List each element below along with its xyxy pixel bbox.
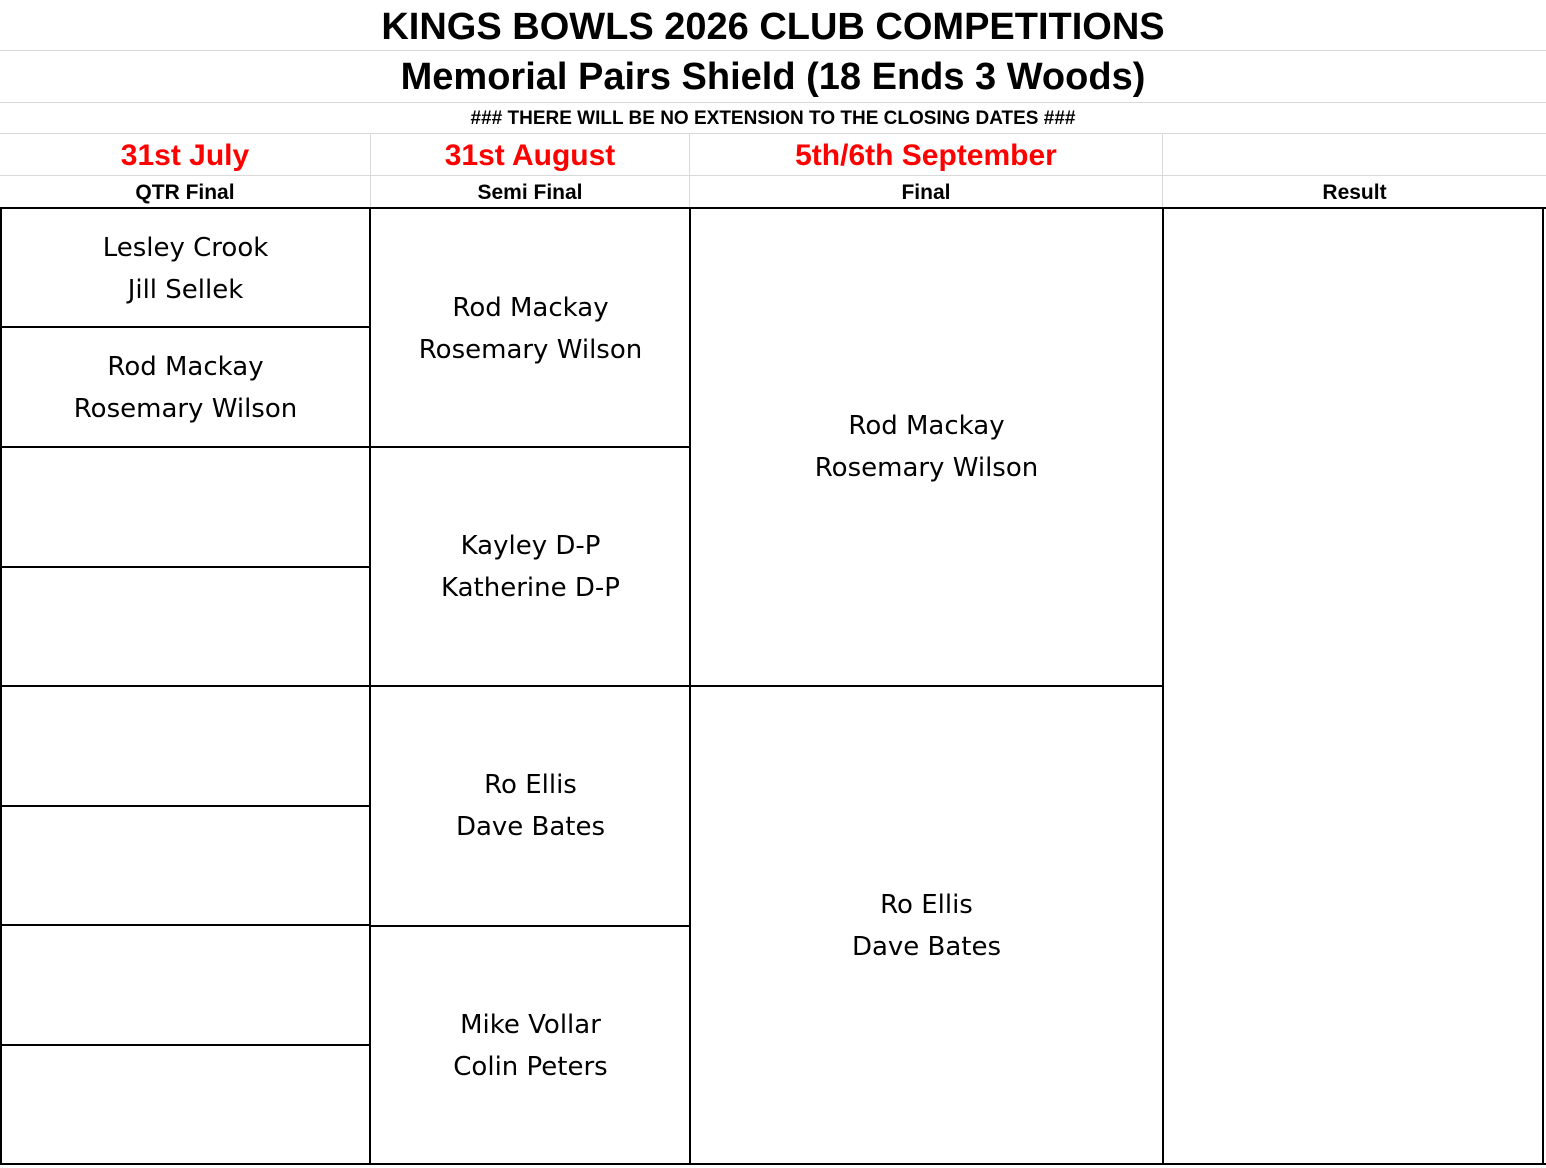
- qtr-final-date: 31st July: [0, 134, 371, 176]
- player-name: Katherine D-P: [441, 573, 620, 603]
- player-name: Colin Peters: [453, 1052, 608, 1082]
- grid-line: [0, 207, 1546, 209]
- final-header: Final: [690, 176, 1163, 208]
- player-name: Dave Bates: [851, 932, 1002, 962]
- grid-line: [689, 685, 1164, 687]
- player-name: Kayley D-P: [460, 531, 601, 561]
- player-name: Rosemary Wilson: [418, 335, 643, 365]
- competition-subtitle: Memorial Pairs Shield (18 Ends 3 Woods): [0, 51, 1546, 103]
- semi-final-slot-2[interactable]: Kayley D-P Katherine D-P: [371, 448, 690, 685]
- player-name: Ro Ellis: [880, 890, 973, 920]
- qtr-final-slot-8[interactable]: [0, 1046, 371, 1164]
- semi-final-slot-4[interactable]: Mike Vollar Colin Peters: [371, 927, 690, 1164]
- qtr-final-header: QTR Final: [0, 176, 371, 208]
- semi-final-date: 31st August: [371, 134, 690, 176]
- qtr-final-slot-1[interactable]: Lesley Crook Jill Sellek: [0, 209, 371, 327]
- player-name: Rosemary Wilson: [814, 453, 1039, 483]
- player-name: Ro Ellis: [484, 770, 577, 800]
- grid-line: [0, 566, 371, 568]
- semi-final-slot-3[interactable]: Ro Ellis Dave Bates: [371, 687, 690, 924]
- player-name: Mike Vollar: [460, 1010, 601, 1040]
- result-date: [1163, 134, 1546, 176]
- player-name: Rod Mackay: [107, 352, 264, 382]
- player-name: Rosemary Wilson: [73, 394, 298, 424]
- result-slot[interactable]: [1163, 209, 1546, 1164]
- player-name: Jill Sellek: [127, 275, 244, 305]
- semi-final-slot-1[interactable]: Rod Mackay Rosemary Wilson: [371, 209, 690, 446]
- qtr-final-slot-7[interactable]: [0, 926, 371, 1044]
- grid-line: [369, 685, 690, 687]
- player-name: Rod Mackay: [452, 293, 609, 323]
- grid-line: [0, 924, 371, 926]
- semi-final-header: Semi Final: [371, 176, 690, 208]
- grid-line: [1542, 207, 1544, 1165]
- player-name: Dave Bates: [455, 812, 606, 842]
- player-name: Rod Mackay: [848, 411, 1005, 441]
- grid-line: [0, 1163, 1546, 1165]
- qtr-final-slot-3[interactable]: [0, 447, 371, 565]
- qtr-final-slot-5[interactable]: [0, 687, 371, 805]
- grid-line: [369, 925, 690, 927]
- qtr-final-slot-6[interactable]: [0, 806, 371, 924]
- qtr-final-slot-4[interactable]: [0, 567, 371, 685]
- result-header: Result: [1322, 181, 1387, 204]
- final-slot-1[interactable]: Rod Mackay Rosemary Wilson: [690, 209, 1163, 685]
- final-slot-2[interactable]: Ro Ellis Dave Bates: [690, 687, 1163, 1164]
- closing-dates-notice: ### THERE WILL BE NO EXTENSION TO THE CL…: [0, 103, 1546, 134]
- grid-line: [0, 805, 371, 807]
- competition-title: KINGS BOWLS 2026 CLUB COMPETITIONS: [0, 0, 1546, 51]
- player-name: Lesley Crook: [102, 233, 269, 263]
- qtr-final-slot-2[interactable]: Rod Mackay Rosemary Wilson: [0, 328, 371, 446]
- final-date: 5th/6th September: [690, 134, 1163, 176]
- grid-line: [0, 1044, 371, 1046]
- grid-line: [0, 446, 371, 448]
- grid-line: [369, 446, 690, 448]
- grid-line: [0, 685, 371, 687]
- grid-line: [0, 326, 371, 328]
